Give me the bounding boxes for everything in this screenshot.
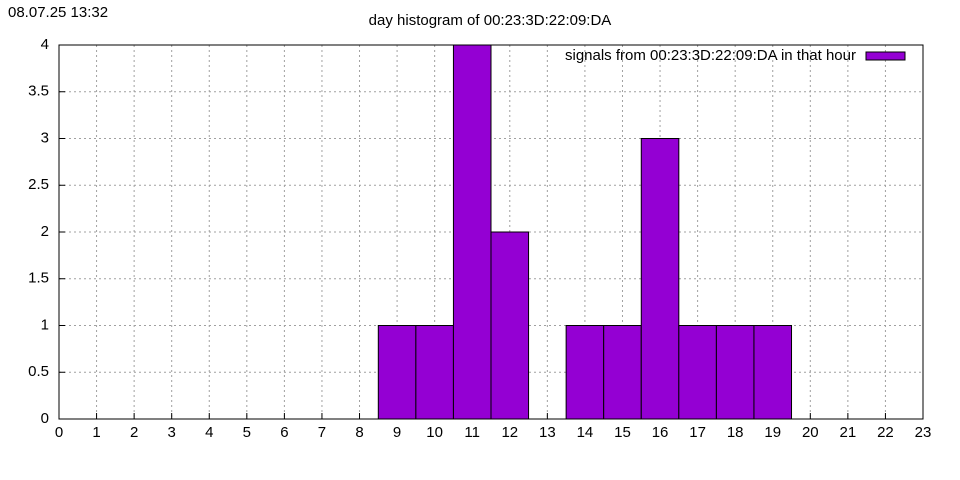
x-tick-label: 17: [689, 424, 706, 441]
bar: [640, 138, 680, 420]
y-tick-label: 3.5: [28, 83, 49, 100]
bar: [565, 325, 605, 420]
chart-title: day histogram of 00:23:3D:22:09:DA: [369, 12, 612, 29]
bar: [603, 325, 642, 420]
y-tick-label: 4: [41, 36, 49, 53]
y-tick-label: 1: [41, 316, 49, 333]
x-tick-label: 19: [764, 424, 781, 441]
x-tick-label: 2: [130, 424, 138, 441]
bar: [415, 325, 454, 420]
x-tick-label: 10: [426, 424, 443, 441]
x-tick-label: 8: [355, 424, 363, 441]
x-tick-label: 13: [539, 424, 556, 441]
x-tick-label: 3: [168, 424, 176, 441]
x-tick-label: 20: [802, 424, 819, 441]
x-tick-label: 1: [92, 424, 100, 441]
x-tick-label: 7: [318, 424, 326, 441]
timestamp: 08.07.25 13:32: [8, 4, 108, 21]
legend-label: signals from 00:23:3D:22:09:DA in that h…: [565, 47, 856, 64]
bar: [490, 231, 530, 420]
x-tick-label: 9: [393, 424, 401, 441]
bar: [753, 325, 793, 420]
bar: [678, 325, 717, 420]
y-tick-label: 0: [41, 410, 49, 427]
x-tick-label: 6: [280, 424, 288, 441]
y-tick-label: 2: [41, 223, 49, 240]
y-tick-label: 1.5: [28, 270, 49, 287]
x-tick-label: 11: [464, 424, 480, 441]
x-tick-label: 5: [243, 424, 251, 441]
x-tick-label: 14: [577, 424, 594, 441]
y-tick-label: 2.5: [28, 176, 49, 193]
x-tick-label: 16: [652, 424, 669, 441]
x-tick-label: 12: [501, 424, 518, 441]
x-tick-label: 0: [55, 424, 63, 441]
bar: [715, 325, 755, 420]
legend-swatch: [865, 51, 906, 61]
bar: [377, 325, 417, 420]
x-tick-label: 15: [614, 424, 631, 441]
x-tick-label: 21: [840, 424, 857, 441]
y-tick-label: 0.5: [28, 363, 49, 380]
x-tick-label: 4: [205, 424, 213, 441]
x-tick-label: 18: [727, 424, 744, 441]
plot-border: [58, 44, 924, 420]
x-tick-label: 22: [877, 424, 894, 441]
bar: [452, 44, 492, 420]
y-tick-label: 3: [41, 129, 49, 146]
x-tick-label: 23: [915, 424, 932, 441]
